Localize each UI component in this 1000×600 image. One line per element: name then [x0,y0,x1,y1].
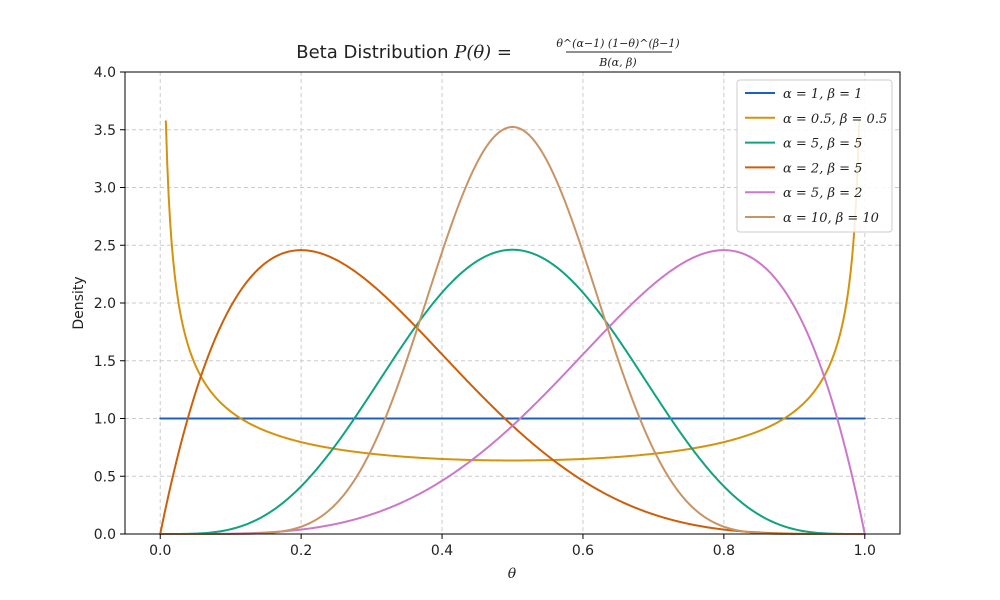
x-axis-label: θ [508,566,517,582]
y-axis-ticks: 0.0 0.5 1.0 1.5 2.0 2.5 3.0 3.5 4.0 [94,65,125,543]
series-line [159,125,866,535]
chart-title-numerator: θ^(α−1) (1−θ)^(β−1) [556,37,679,50]
legend-label: α = 0.5, β = 0.5 [783,112,887,127]
legend-label: α = 10, β = 10 [783,211,879,226]
x-tick-label: 0.2 [290,543,312,559]
y-tick-label: 0.0 [94,527,116,543]
y-tick-label: 1.5 [94,354,116,370]
y-tick-label: 2.0 [94,296,116,312]
legend-label: α = 5, β = 2 [783,186,862,201]
x-tick-label: 0.6 [572,543,594,559]
chart-title: Beta Distribution P(θ) = [296,42,512,63]
y-tick-label: 0.5 [94,469,116,485]
legend-label: α = 1, β = 1 [783,87,862,102]
x-axis-ticks: 0.0 0.2 0.4 0.6 0.8 1.0 [149,534,876,559]
series-line [159,249,866,535]
legend-entries: α = 1, β = 1 α = 0.5, β = 0.5 α = 5, β = 5… [745,87,887,226]
legend-label: α = 5, β = 5 [783,137,862,152]
legend: α = 1, β = 1 α = 0.5, β = 0.5 α = 5, β = 5… [736,79,893,233]
y-axis-label: Density [71,276,87,329]
x-tick-label: 0.4 [431,543,453,559]
legend-box [736,79,893,233]
y-tick-label: 1.0 [94,412,116,428]
x-tick-label: 0.0 [149,543,171,559]
chart-title-denominator: B(α, β) [598,56,636,69]
y-tick-label: 2.5 [94,238,116,254]
x-tick-label: 1.0 [854,543,876,559]
series-lines [159,120,866,535]
y-tick-label: 3.0 [94,181,116,197]
y-tick-label: 4.0 [94,65,116,81]
series-line [159,248,866,535]
chart-title-lhs: P(θ) = [453,42,512,63]
series-line [164,120,861,462]
legend-label: α = 2, β = 5 [783,161,862,176]
y-tick-label: 3.5 [94,123,116,139]
series-line [159,249,866,535]
chart-title-prefix: Beta Distribution [296,42,454,63]
x-tick-label: 0.8 [713,543,735,559]
